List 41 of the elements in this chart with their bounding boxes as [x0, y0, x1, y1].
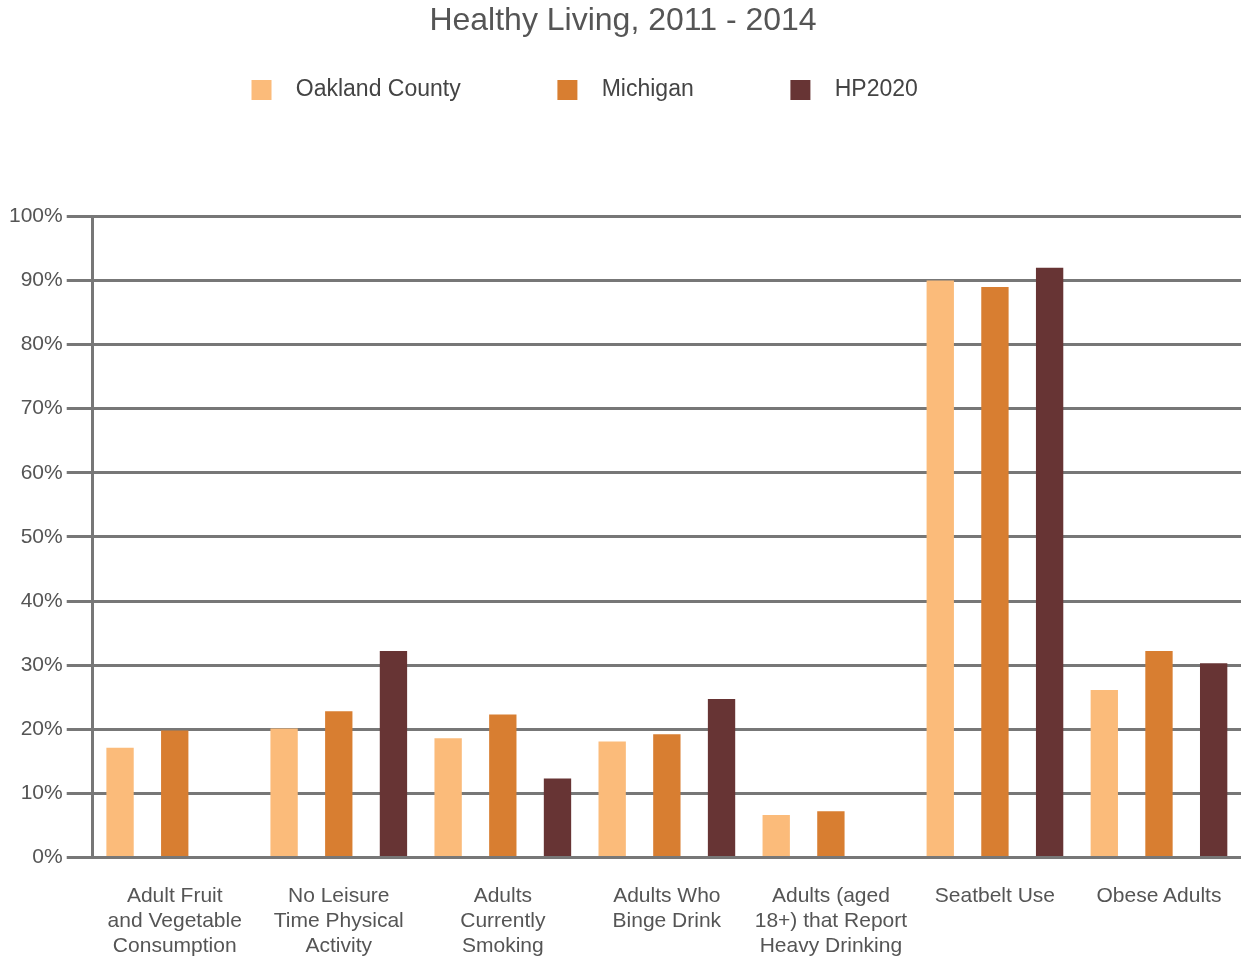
bar — [1090, 690, 1118, 856]
bar — [1145, 651, 1173, 856]
x-tick-label: Obese Adults — [1096, 882, 1222, 906]
y-tick-label: 100% — [8, 203, 63, 227]
bar — [325, 711, 353, 856]
bar — [762, 815, 790, 856]
bar — [543, 778, 572, 856]
bar — [379, 651, 408, 856]
y-tick-label: 50% — [20, 523, 63, 547]
x-tick-label: Adult Fruit and Vegetable Consumption — [107, 882, 242, 957]
x-tick-label: Adults Who Binge Drink — [612, 882, 722, 931]
legend-label: Michigan — [588, 75, 771, 102]
x-tick-label: Adults (aged 18+) that Report Heavy Drinking — [754, 882, 908, 957]
bar — [1199, 663, 1228, 856]
bar — [161, 730, 189, 856]
bar — [106, 747, 134, 856]
x-tick-label: Seatbelt Use — [934, 882, 1056, 906]
y-tick-label: 60% — [20, 459, 63, 483]
bar — [434, 738, 462, 856]
bar — [653, 734, 681, 856]
bar — [270, 728, 298, 856]
y-tick-label: 10% — [20, 780, 63, 804]
y-tick-label: 90% — [20, 267, 63, 291]
x-tick-label: No Leisure Time Physical Activity — [273, 882, 404, 957]
bar — [489, 714, 517, 856]
y-tick-label: 80% — [20, 331, 63, 355]
bar — [981, 286, 1009, 856]
chart-title: Healthy Living, 2011 - 2014 — [429, 1, 817, 38]
bar — [598, 741, 626, 856]
bar — [926, 280, 954, 856]
y-tick-label: 30% — [20, 651, 63, 675]
y-tick-label: 40% — [20, 587, 63, 611]
legend-label: HP2020 — [821, 75, 995, 102]
bar — [817, 811, 845, 856]
bar — [707, 699, 736, 856]
y-tick-label: 0% — [32, 844, 63, 868]
bar — [1035, 267, 1064, 856]
x-tick-label: Adults Currently Smoking — [460, 882, 546, 957]
y-tick-label: 70% — [20, 395, 63, 419]
legend-label: Oakland County — [283, 75, 538, 102]
y-tick-label: 20% — [20, 716, 63, 739]
